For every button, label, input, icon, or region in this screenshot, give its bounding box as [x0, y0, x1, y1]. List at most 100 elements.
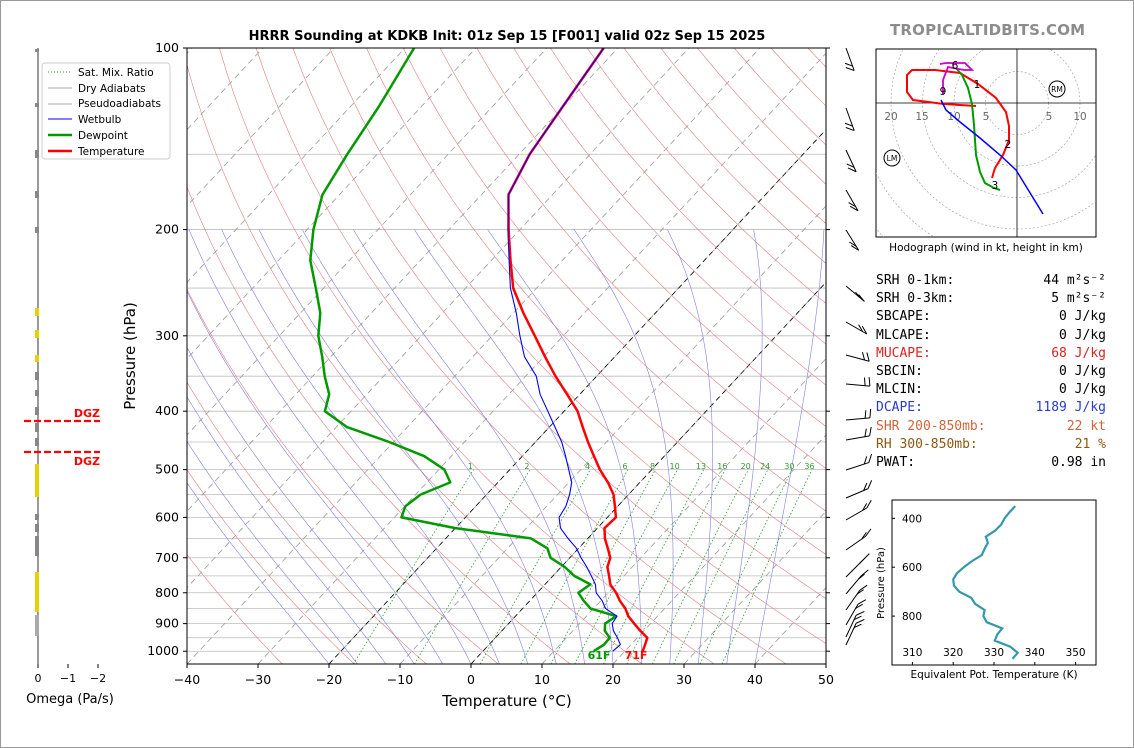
hodo-height-label: 1: [974, 79, 981, 91]
skewt-background-lines: [187, 48, 826, 664]
skewt-y-tick-label: 1000: [147, 643, 179, 658]
wind-barb: [845, 189, 859, 212]
wind-barb: [845, 321, 868, 335]
theta-e-x-tick-label: 320: [943, 647, 963, 659]
wind-barb: [845, 377, 871, 387]
skewt-y-tick-label: 600: [155, 509, 179, 524]
dry-adiabat: [402, 48, 826, 512]
index-row: SHR 200-850mb: 22 kt: [876, 418, 1106, 436]
index-label: PWAT:: [876, 455, 916, 471]
omega-bar: [35, 330, 39, 338]
mix-ratio-label: 10: [670, 462, 680, 471]
mix-ratio-label: 6: [622, 462, 627, 471]
pseudoadiabat: [258, 229, 529, 664]
sat-mix-ratio-line: [574, 469, 678, 664]
skewt-plot-border: [186, 47, 827, 665]
dry-adiabat: [187, 63, 643, 664]
sounding-indices: SRH 0-1km: 44 m²s⁻² SRH 0-3km: 5 m²s⁻² SBCAP…: [876, 272, 1106, 472]
isotherm-line: [683, 510, 826, 664]
index-value: 0.98 in: [1051, 455, 1106, 471]
omega-bar: [35, 615, 39, 636]
hodo-trace-9km-plus: [940, 99, 1044, 215]
isotherm-line: [187, 48, 761, 664]
legend-dry-adiabats: Dry Adiabats: [78, 83, 146, 95]
dry-adiabat: [219, 48, 715, 664]
skewt-y-ticks: 100 200 300 400 500 600 700 800 900 1000: [147, 40, 830, 658]
omega-bar: [35, 572, 39, 612]
sat-mix-ratio-line: [673, 469, 769, 664]
sat-mix-ratio-line: [699, 469, 793, 664]
index-value: 5 m²s⁻²: [1051, 291, 1106, 307]
dry-adiabat: [586, 48, 826, 304]
mixing-ratio-labels: 1 2 4 6 8 10 13 16 20 24 30 36: [468, 462, 815, 471]
theta-e-y-label: Pressure (hPa): [876, 547, 887, 619]
wind-barb: [845, 285, 865, 302]
omega-tick-0: 0: [35, 672, 42, 685]
omega-bar: [35, 150, 39, 158]
isotherm-line: [541, 358, 826, 664]
index-row: MLCIN: 0 J/kg: [876, 381, 1106, 399]
sat-mix-ratio-line: [479, 469, 591, 664]
mix-ratio-label: 2: [524, 462, 529, 471]
index-row: DCAPE: 1189 J/kg: [876, 399, 1106, 417]
sat-mix-ratio-line: [414, 469, 531, 664]
dry-adiabat: [329, 48, 826, 599]
index-value: 1189 J/kg: [1035, 400, 1106, 416]
index-label: DCAPE:: [876, 400, 923, 416]
skewt-x-ticks: −40 −30 −20 −10 0 10 20 30 40 50: [174, 664, 834, 687]
skewt-y-tick-label: 500: [155, 462, 179, 477]
omega-bar: [35, 536, 39, 556]
isotherm-line: [470, 281, 826, 664]
index-label: SHR 200-850mb:: [876, 418, 986, 434]
wind-barb: [845, 408, 872, 421]
dry-adiabat: [513, 48, 826, 386]
omega-bar: [35, 308, 39, 316]
sat-mix-ratio-line: [651, 469, 749, 664]
omega-bar: [35, 191, 39, 198]
wind-barb: [845, 499, 872, 521]
pseudoadiabat: [187, 440, 358, 664]
wind-barb: [845, 453, 873, 471]
mix-ratio-label: 13: [696, 462, 706, 471]
hodo-height-label: 9: [940, 86, 947, 98]
dry-adiabat: [187, 554, 283, 664]
index-row: SBCIN: 0 J/kg: [876, 363, 1106, 381]
skewt-x-tick-label: 20: [605, 672, 621, 687]
skewt-x-tick-label: −20: [316, 672, 342, 687]
surface-temperature-label: 71F: [625, 649, 648, 662]
index-label: SBCAPE:: [876, 309, 931, 325]
index-row: SRH 0-1km: 44 m²s⁻²: [876, 272, 1106, 290]
profile-dewpoint: [309, 48, 618, 653]
index-label: SBCIN:: [876, 364, 923, 380]
pseudoadiabat: [487, 229, 642, 664]
wind-barb: [845, 599, 867, 626]
legend-dewpoint: Dewpoint: [78, 130, 128, 142]
omega-bar: [35, 514, 39, 520]
sat-mix-ratio-line: [603, 469, 705, 664]
pseudoadiabat: [187, 290, 443, 664]
index-value: 0 J/kg: [1059, 382, 1106, 398]
skewt-profiles: [309, 48, 649, 653]
hodo-trace-6-9km: [939, 62, 975, 94]
legend-temperature: Temperature: [77, 146, 145, 158]
legend-sat-mix-ratio: Sat. Mix. Ratio: [78, 67, 154, 79]
wind-barb: [845, 528, 872, 551]
skewt-x-tick-label: 40: [747, 672, 763, 687]
isotherm-line: [612, 434, 826, 664]
wind-barb: [844, 107, 855, 132]
theta-e-x-label: Equivalent Pot. Temperature (K): [910, 669, 1077, 681]
plot-title: HRRR Sounding at KDKB Init: 01z Sep 15 […: [249, 29, 766, 44]
wind-barb: [845, 569, 869, 595]
index-label: MLCIN:: [876, 382, 923, 398]
wind-barb: [845, 352, 870, 362]
wind-barb: [845, 229, 860, 251]
pseudoadiabat: [667, 229, 713, 664]
mix-ratio-label: 24: [760, 462, 770, 471]
index-row: RH 300-850mb: 21 %: [876, 436, 1106, 454]
wind-barb: [845, 618, 865, 646]
theta-e-x-tick-label: 310: [902, 647, 922, 659]
omega-bar: [35, 407, 39, 415]
isotherm-line: [187, 48, 477, 360]
index-row: SRH 0-3km: 5 m²s⁻²: [876, 290, 1106, 308]
